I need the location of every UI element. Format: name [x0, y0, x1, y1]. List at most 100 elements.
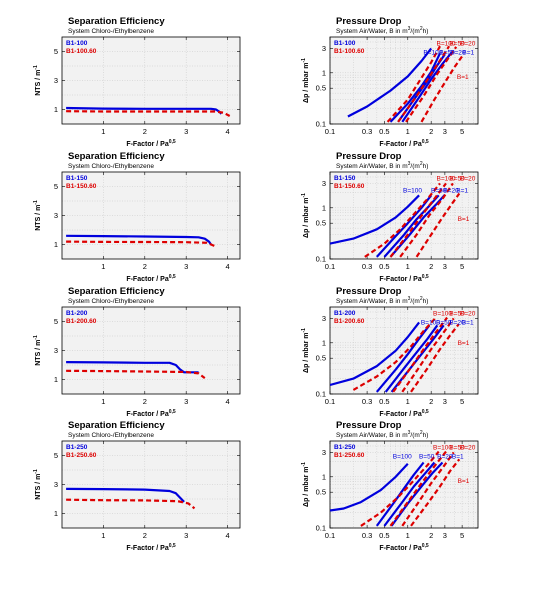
y-tick-label: 0.1 — [316, 524, 326, 533]
chart-title: Pressure Drop — [336, 420, 402, 431]
plot-area — [330, 441, 478, 528]
chart-title: Pressure Drop — [336, 286, 402, 297]
series-line-8 — [410, 458, 461, 527]
curve-annotation: B=1 — [452, 453, 464, 460]
plot-frame — [329, 440, 479, 529]
x-tick-label: 1 — [101, 531, 105, 540]
legend-entry: B1-250 — [334, 444, 356, 451]
legend-entry: B1-250.60 — [334, 452, 365, 459]
legend-entry: B1-200 — [66, 310, 88, 317]
series-line-7 — [405, 46, 458, 123]
curve-annotation: B=20 — [437, 453, 453, 460]
chart-subtitle: System Chloro-/Ethylbenzene — [68, 298, 154, 305]
y-tick-label: 3 — [322, 448, 326, 457]
x-tick-label: 5 — [460, 397, 464, 406]
curve-annotation: B=20 — [450, 49, 466, 56]
x-axis-label: F-Factor / Pa0,5 — [379, 543, 429, 552]
legend-entry: B1-150.60 — [334, 183, 365, 190]
y-tick-label: 0.1 — [316, 120, 326, 129]
y-tick-label: 3 — [322, 179, 326, 188]
chart-title: Pressure Drop — [336, 151, 402, 162]
x-tick-label: 1 — [406, 397, 410, 406]
y-tick-label: 1 — [322, 338, 326, 347]
curve-annotation: B=50 — [449, 41, 465, 48]
series-line-2 — [375, 461, 425, 527]
x-tick-label: 2 — [429, 127, 433, 136]
x-tick-label: 4 — [225, 127, 229, 136]
legend-entry: B1-150.60 — [66, 183, 97, 190]
series-line-1 — [330, 462, 409, 512]
curve-annotation: B=50 — [419, 453, 435, 460]
legend-entry: B1-150 — [66, 175, 88, 182]
chart-title: Separation Efficiency — [68, 420, 165, 431]
legend-entry: B1-250 — [66, 444, 88, 451]
legend-entry: B1-100 — [334, 40, 356, 47]
y-tick-label: 1 — [322, 68, 326, 77]
series-line-6 — [389, 450, 447, 527]
x-tick-label: 0.1 — [325, 262, 335, 271]
x-tick-label: 5 — [460, 127, 464, 136]
y-axis-label: NTS / m-1 — [33, 469, 42, 500]
series-line-3 — [383, 461, 436, 527]
x-axis-label: F-Factor / Pa0,5 — [379, 139, 429, 148]
series-line-5 — [360, 450, 440, 527]
x-axis-label: F-Factor / Pa0,5 — [379, 409, 429, 418]
x-tick-label: 2 — [429, 262, 433, 271]
y-axis-label: NTS / m-1 — [33, 200, 42, 231]
chart-title: Separation Efficiency — [68, 151, 165, 162]
chart-panel-8: 0.1 0.3 0.5 1 2 3 5 0.1 0.5 1 3 Pressure DropSystem… — [301, 420, 479, 552]
chart-subtitle: System Chloro-/Ethylbenzene — [68, 432, 154, 439]
series-line-5 — [386, 45, 441, 123]
chart-subtitle: System Air/Water, B in m3/(m2h) — [336, 296, 428, 305]
x-axis-label: F-Factor / Pa0,5 — [126, 274, 176, 283]
x-tick-label: 3 — [184, 531, 188, 540]
x-tick-label: 0.5 — [379, 397, 389, 406]
x-tick-label: 5 — [460, 262, 464, 271]
y-tick-label: 1 — [322, 203, 326, 212]
x-tick-label: 3 — [443, 397, 447, 406]
curve-annotation: B=100 — [423, 49, 442, 56]
y-tick-label: 0.1 — [316, 390, 326, 399]
y-tick-label: 3 — [54, 76, 58, 85]
curve-annotation: B=1 — [462, 319, 474, 326]
curve-annotation: B=100 — [403, 187, 422, 194]
curve-annotation: B=50 — [449, 311, 465, 318]
curve-annotation: B=1 — [457, 74, 469, 81]
y-axis-label: Δp / mbar m-1 — [301, 462, 310, 507]
series-line-3 — [384, 324, 439, 393]
legend-entry: B1-200.60 — [66, 318, 97, 325]
y-tick-label: 3 — [54, 480, 58, 489]
curve-annotation: B=50 — [449, 445, 465, 452]
series-line-2 — [66, 110, 231, 117]
curve-annotation: B=1 — [462, 49, 474, 56]
curve-annotation: B=50 — [431, 187, 447, 194]
series-line-8 — [415, 192, 461, 258]
x-tick-label: 0.3 — [362, 397, 372, 406]
y-tick-label: 1 — [322, 472, 326, 481]
series-line-1 — [347, 47, 433, 118]
plot-frame — [329, 36, 479, 125]
y-tick-label: 3 — [322, 314, 326, 323]
series-line-1 — [330, 194, 420, 245]
plot-frame — [329, 171, 479, 260]
y-tick-label: 1 — [54, 105, 58, 114]
curve-annotation: B=100 — [433, 311, 452, 318]
x-axis-label: F-Factor / Pa0,5 — [126, 543, 176, 552]
x-axis-label: F-Factor / Pa0,5 — [126, 139, 176, 148]
x-tick-label: 4 — [225, 531, 229, 540]
curve-annotation: B=100 — [436, 176, 455, 183]
y-axis-label: Δp / mbar m-1 — [301, 328, 310, 373]
curve-annotation: B=50 — [449, 176, 465, 183]
chart-title: Separation Efficiency — [68, 286, 165, 297]
series-line-2 — [389, 52, 441, 123]
series-line-7 — [399, 182, 454, 258]
y-tick-label: 3 — [322, 44, 326, 53]
series-line-4 — [401, 52, 452, 123]
x-tick-label: 2 — [429, 397, 433, 406]
series-line-5 — [364, 182, 441, 258]
x-tick-label: 2 — [143, 127, 147, 136]
curve-annotation: B=1 — [456, 187, 468, 194]
x-tick-label: 3 — [184, 397, 188, 406]
